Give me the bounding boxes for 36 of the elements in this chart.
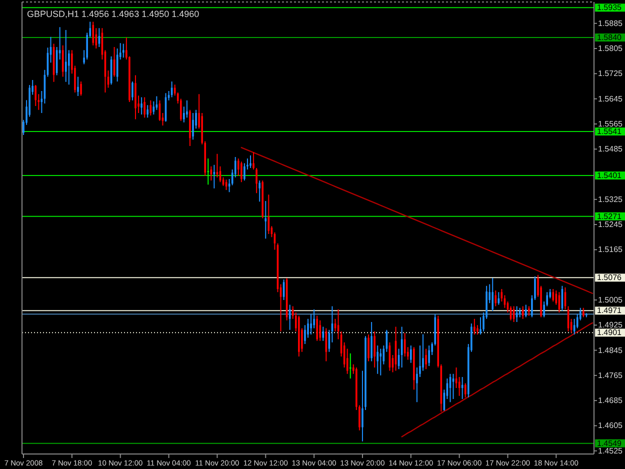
y-tick-label: 1.5165	[598, 245, 624, 254]
candlestick	[207, 158, 210, 185]
ref-line-label: 1.5076	[597, 273, 622, 282]
y-tick-label: 1.5725	[598, 69, 624, 78]
ref-line-label: 1.5401	[597, 171, 622, 180]
ref-line-label: 1.5541	[597, 127, 622, 136]
candlestick	[586, 313, 588, 318]
y-tick-label: 1.4765	[598, 370, 624, 380]
y-tick-label: 1.5325	[598, 194, 624, 204]
line-series	[401, 322, 594, 438]
y-tick-label: 1.5645	[598, 94, 624, 104]
candlestick	[461, 376, 464, 399]
candlestick	[213, 164, 216, 188]
y-tick-label: 1.4525	[598, 446, 624, 456]
line-series	[240, 146, 594, 294]
candlestick	[264, 200, 267, 239]
candlestick	[250, 155, 252, 168]
candlestick	[349, 353, 352, 379]
text: GBPUSD,H1 1.4956 1.4963 1.4950 1.4960	[27, 9, 200, 19]
ref-line-label: 1.4971	[597, 306, 622, 316]
y-tick-label: 1.5485	[598, 144, 624, 154]
ref-line-label: 1.5271	[597, 212, 622, 221]
y-tick-label: 1.5885	[598, 18, 624, 28]
y-tick-label: 1.4925	[598, 320, 624, 330]
y-tick-label: 1.5565	[598, 119, 624, 128]
y-tick-label: 1.4845	[598, 346, 624, 355]
candlestick	[380, 348, 382, 376]
y-tick-label: 1.5245	[598, 220, 624, 230]
y-tick-label: 1.4605	[598, 421, 624, 430]
ref-line-label: 1.4901	[597, 328, 622, 338]
y-tick-label: 1.5805	[598, 44, 624, 54]
y-tick-label: 1.5005	[598, 295, 624, 304]
y-tick-label: 1.4685	[598, 396, 624, 406]
ref-line-label: 1.5840	[597, 33, 622, 42]
ref-line-label: 1.5935	[597, 3, 622, 12]
ref-line-label: 1.4549	[597, 438, 622, 448]
